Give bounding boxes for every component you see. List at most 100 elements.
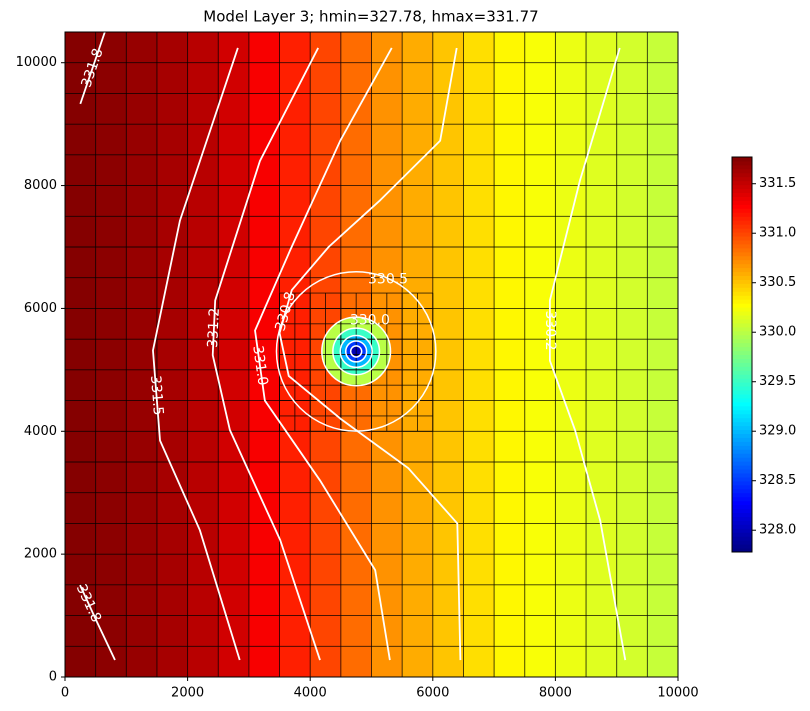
y-tick-label: 8000 xyxy=(24,178,57,193)
colorbar-step xyxy=(732,267,752,273)
y-tick-label: 2000 xyxy=(24,547,57,562)
colorbar-step xyxy=(732,504,752,510)
colorbar-step xyxy=(732,524,752,529)
colorbar-step xyxy=(732,429,752,434)
colorbar-tick-label: 328.5 xyxy=(759,473,796,488)
colorbar-step xyxy=(732,528,752,533)
colorbar-step xyxy=(732,307,752,312)
cell-column xyxy=(65,32,97,677)
plot-frame xyxy=(64,31,679,678)
colorbar-step xyxy=(732,350,752,355)
cell-column xyxy=(95,32,127,677)
colorbar-step xyxy=(732,484,752,490)
colorbar-step xyxy=(732,417,752,423)
colorbar-step xyxy=(732,247,752,253)
x-tick-label: 6000 xyxy=(416,686,449,701)
colorbar-step xyxy=(732,544,752,549)
colorbar-tick-label: 329.0 xyxy=(759,424,796,439)
contour-line xyxy=(79,32,106,105)
colorbar-step xyxy=(732,311,752,316)
colorbar-step xyxy=(732,283,752,288)
colorbar-step xyxy=(732,386,752,391)
contour-line xyxy=(254,47,393,661)
colorbar-step xyxy=(732,275,752,280)
contour-line xyxy=(79,584,116,661)
contour-line xyxy=(152,47,241,661)
ring-contour xyxy=(332,327,381,376)
colorbar-step xyxy=(732,354,752,359)
colorbar-tick-label: 331.0 xyxy=(759,226,796,241)
y-tick-label: 6000 xyxy=(24,301,57,316)
colorbar-frame xyxy=(731,156,753,553)
colorbar: 328.0 328.5 329.0 329.5 330.0 330.5 331.0 331.5 xyxy=(731,156,796,553)
ring-label: 330.5 xyxy=(368,272,408,288)
contour-line xyxy=(211,47,321,661)
colorbar-step xyxy=(732,461,752,466)
colorbar-step xyxy=(732,358,752,363)
contour-line xyxy=(548,47,627,661)
colorbar-step xyxy=(732,449,752,454)
colorbar-step xyxy=(732,492,752,498)
colorbar-tick-label: 331.5 xyxy=(759,176,796,191)
colorbar-step xyxy=(732,220,752,225)
colorbar-step xyxy=(732,184,752,190)
cell-column xyxy=(524,32,556,677)
colorbar-step xyxy=(732,291,752,296)
chart-title: Model Layer 3; hmin=327.78, hmax=331.77 xyxy=(203,8,538,26)
cell-column xyxy=(616,32,648,677)
colorbar-step xyxy=(732,259,752,265)
colorbar-step xyxy=(732,192,752,197)
contour-label: 331.2 xyxy=(205,307,223,348)
colorbar-step xyxy=(732,516,752,521)
ring-label: 330.0 xyxy=(350,313,390,329)
colorbar-step xyxy=(732,362,752,367)
contour-label: 331.0 xyxy=(249,345,270,387)
colorbar-step xyxy=(732,465,752,470)
colorbar-step xyxy=(732,334,752,340)
colorbar-step xyxy=(732,532,752,537)
cell-column xyxy=(156,32,189,677)
colorbar-step xyxy=(732,204,752,209)
colorbar-step xyxy=(732,512,752,517)
contour-label: 330.2 xyxy=(542,310,558,350)
colorbar-step xyxy=(732,548,752,553)
colorbar-step xyxy=(732,366,752,371)
colorbar-step xyxy=(732,188,752,194)
colorbar-step xyxy=(732,453,752,458)
contour-label: 331.5 xyxy=(147,375,166,416)
colorbar-step xyxy=(732,500,752,506)
colorbar-step xyxy=(732,322,752,328)
cell-column xyxy=(586,32,618,677)
colorbar-step xyxy=(732,236,752,241)
colorbar-step xyxy=(732,488,752,494)
colorbar-step xyxy=(732,421,752,427)
colorbar-step xyxy=(732,405,752,411)
colorbar-step xyxy=(732,299,752,304)
colorbar-tick-label: 328.0 xyxy=(759,523,796,538)
colorbar-step xyxy=(732,228,752,233)
colorbar-step xyxy=(732,196,752,201)
x-tick-label: 4000 xyxy=(294,686,327,701)
colorbar-step xyxy=(732,382,752,387)
colorbar-step xyxy=(732,157,752,162)
colorbar-step xyxy=(732,318,752,324)
colorbar-step xyxy=(732,540,752,545)
cell-column xyxy=(494,32,526,677)
colorbar-step xyxy=(732,172,752,178)
colorbar-step xyxy=(732,425,752,431)
colorbar-step xyxy=(732,346,752,352)
colorbar-step xyxy=(732,271,752,276)
colorbar-step xyxy=(732,330,752,336)
colorbar-step xyxy=(732,164,752,170)
ring-contour xyxy=(275,270,437,432)
colorbar-step xyxy=(732,326,752,332)
colorbar-step xyxy=(732,216,752,221)
colorbar-step xyxy=(732,200,752,205)
colorbar-step xyxy=(732,342,752,348)
colorbar-step xyxy=(732,401,752,407)
cell-column xyxy=(647,32,678,677)
colorbar-step xyxy=(732,476,752,482)
colorbar-step xyxy=(732,397,752,403)
